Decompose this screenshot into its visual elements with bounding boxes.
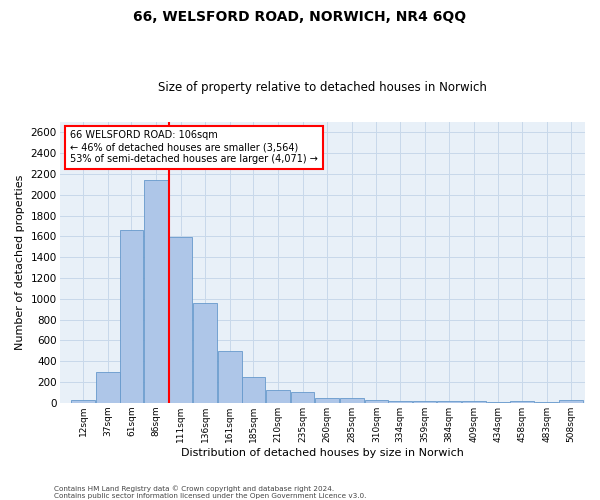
Bar xyxy=(413,400,436,403)
Bar xyxy=(266,390,290,403)
Bar xyxy=(169,238,193,403)
Bar xyxy=(71,400,95,403)
Bar xyxy=(437,400,461,403)
Text: 66 WELSFORD ROAD: 106sqm
← 46% of detached houses are smaller (3,564)
53% of sem: 66 WELSFORD ROAD: 106sqm ← 46% of detach… xyxy=(70,130,318,164)
Bar xyxy=(291,392,314,403)
Bar xyxy=(96,372,119,403)
Bar xyxy=(462,400,485,403)
Bar xyxy=(535,402,559,403)
Bar xyxy=(144,180,168,403)
Bar xyxy=(388,400,412,403)
Text: Contains HM Land Registry data © Crown copyright and database right 2024.: Contains HM Land Registry data © Crown c… xyxy=(54,486,334,492)
Bar xyxy=(559,400,583,403)
Text: 66, WELSFORD ROAD, NORWICH, NR4 6QQ: 66, WELSFORD ROAD, NORWICH, NR4 6QQ xyxy=(133,10,467,24)
Bar xyxy=(365,400,388,403)
Title: Size of property relative to detached houses in Norwich: Size of property relative to detached ho… xyxy=(158,82,487,94)
Bar xyxy=(218,351,242,403)
Bar xyxy=(119,230,143,403)
Bar xyxy=(316,398,339,403)
Bar xyxy=(242,377,265,403)
Y-axis label: Number of detached properties: Number of detached properties xyxy=(15,174,25,350)
Bar xyxy=(510,400,534,403)
Bar xyxy=(193,303,217,403)
Bar xyxy=(487,402,510,403)
X-axis label: Distribution of detached houses by size in Norwich: Distribution of detached houses by size … xyxy=(181,448,464,458)
Bar xyxy=(340,398,364,403)
Text: Contains public sector information licensed under the Open Government Licence v3: Contains public sector information licen… xyxy=(54,493,367,499)
